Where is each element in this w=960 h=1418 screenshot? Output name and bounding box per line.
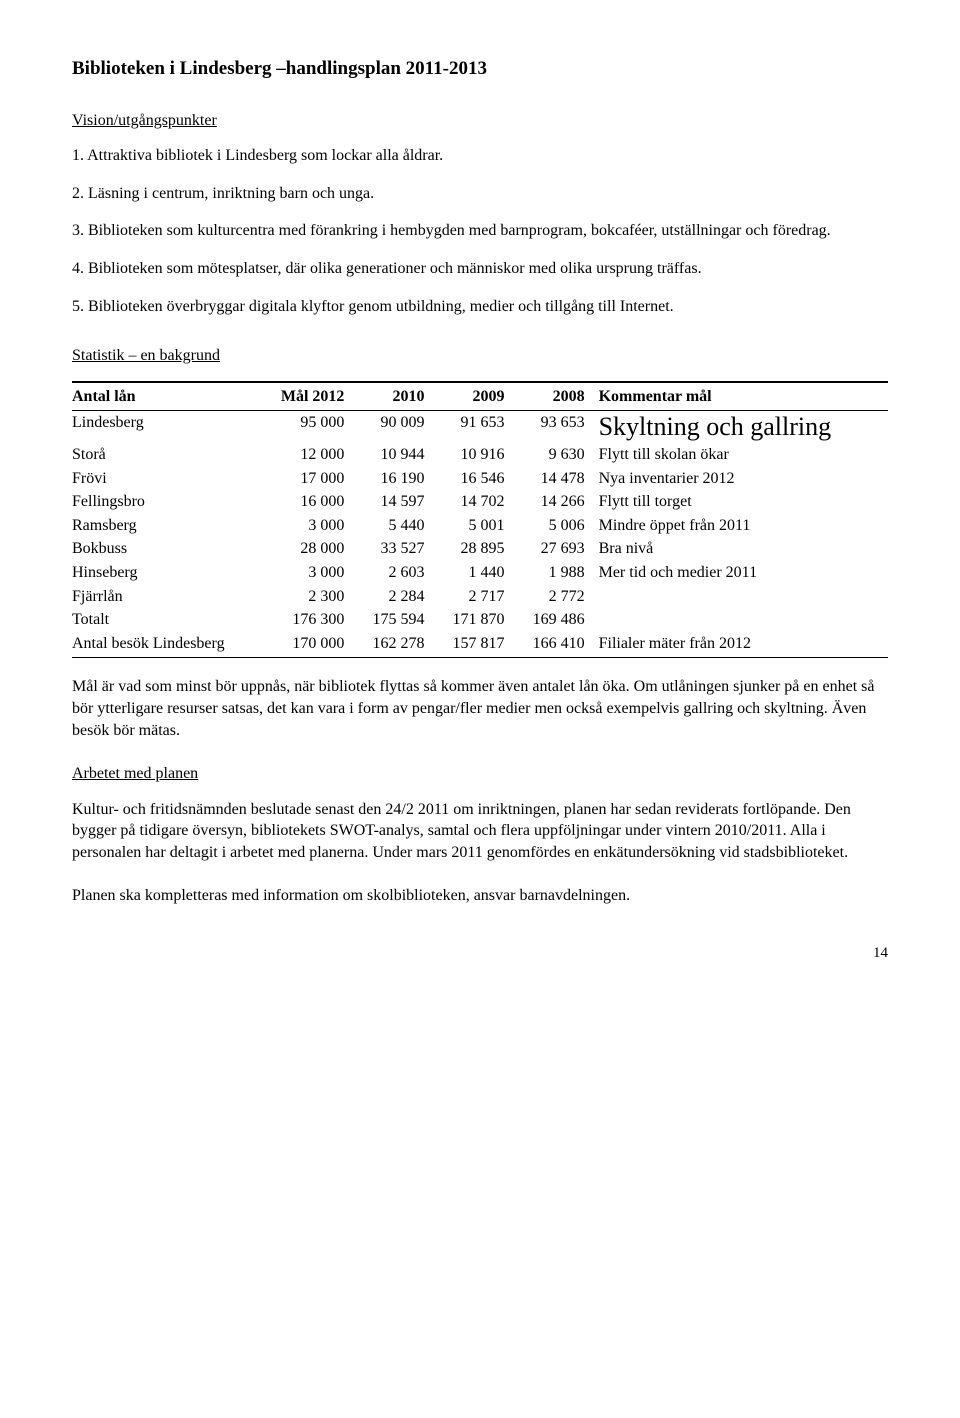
cell: 16 190 (358, 467, 438, 491)
row-label: Frövi (72, 467, 264, 491)
cell-comment (599, 608, 888, 632)
cell-comment: Flytt till torget (599, 490, 888, 514)
cell: 14 597 (358, 490, 438, 514)
cell: 5 006 (519, 514, 599, 538)
row-label: Antal besök Lindesberg (72, 632, 264, 658)
cell: 14 266 (519, 490, 599, 514)
cell: 171 870 (438, 608, 518, 632)
big-comment: Skyltning och gallring (599, 411, 888, 443)
cell: 162 278 (358, 632, 438, 658)
cell: 170 000 (264, 632, 358, 658)
table-row: Frövi 17 000 16 190 16 546 14 478 Nya in… (72, 467, 888, 491)
row-label: Fjärrlån (72, 585, 264, 609)
cell: 2 717 (438, 585, 518, 609)
cell: 12 000 (264, 443, 358, 467)
col-label: Antal lån (72, 382, 264, 411)
cell: 3 000 (264, 514, 358, 538)
cell: 169 486 (519, 608, 599, 632)
cell-comment (599, 585, 888, 609)
cell: 9 630 (519, 443, 599, 467)
col-2009: 2009 (438, 382, 518, 411)
table-header-row: Antal lån Mål 2012 2010 2009 2008 Kommen… (72, 382, 888, 411)
cell: 166 410 (519, 632, 599, 658)
stats-heading: Statistik – en bakgrund (72, 345, 888, 367)
cell: 1 440 (438, 561, 518, 585)
list-item: 2. Läsning i centrum, inriktning barn oc… (72, 183, 888, 205)
cell: 95 000 (264, 411, 358, 443)
cell-comment: Mindre öppet från 2011 (599, 514, 888, 538)
vision-list: 1. Attraktiva bibliotek i Lindesberg som… (72, 145, 888, 317)
cell: 91 653 (438, 411, 518, 443)
col-2010: 2010 (358, 382, 438, 411)
cell: 10 944 (358, 443, 438, 467)
list-item: 1. Attraktiva bibliotek i Lindesberg som… (72, 145, 888, 167)
row-label: Fellingsbro (72, 490, 264, 514)
cell: 17 000 (264, 467, 358, 491)
page-number: 14 (72, 943, 888, 963)
cell-comment: Bra nivå (599, 537, 888, 561)
cell: 16 000 (264, 490, 358, 514)
cell: 176 300 (264, 608, 358, 632)
cell: 2 772 (519, 585, 599, 609)
table-row: Fjärrlån 2 300 2 284 2 717 2 772 (72, 585, 888, 609)
row-label: Bokbuss (72, 537, 264, 561)
cell: 33 527 (358, 537, 438, 561)
cell: 28 895 (438, 537, 518, 561)
vision-heading: Vision/utgångspunkter (72, 110, 888, 132)
cell: 16 546 (438, 467, 518, 491)
cell: 157 817 (438, 632, 518, 658)
cell: 3 000 (264, 561, 358, 585)
row-label: Totalt (72, 608, 264, 632)
cell: 14 702 (438, 490, 518, 514)
work-heading: Arbetet med planen (72, 763, 888, 785)
row-label: Ramsberg (72, 514, 264, 538)
cell: 93 653 (519, 411, 599, 443)
goal-paragraph: Mål är vad som minst bör uppnås, när bib… (72, 676, 888, 741)
table-row: Bokbuss 28 000 33 527 28 895 27 693 Bra … (72, 537, 888, 561)
cell: 2 603 (358, 561, 438, 585)
row-label: Storå (72, 443, 264, 467)
cell: 28 000 (264, 537, 358, 561)
list-item: 4. Biblioteken som mötesplatser, där oli… (72, 258, 888, 280)
work-paragraph-2: Planen ska kompletteras med information … (72, 885, 888, 907)
cell: 2 300 (264, 585, 358, 609)
table-row: Totalt 176 300 175 594 171 870 169 486 (72, 608, 888, 632)
cell: 5 440 (358, 514, 438, 538)
work-paragraph-1: Kultur- och fritidsnämnden beslutade sen… (72, 799, 888, 864)
cell-comment: Filialer mäter från 2012 (599, 632, 888, 658)
col-2008: 2008 (519, 382, 599, 411)
table-row: Ramsberg 3 000 5 440 5 001 5 006 Mindre … (72, 514, 888, 538)
cell: 5 001 (438, 514, 518, 538)
cell: 1 988 (519, 561, 599, 585)
table-row: Lindesberg 95 000 90 009 91 653 93 653 S… (72, 411, 888, 443)
cell: 2 284 (358, 585, 438, 609)
table-row: Hinseberg 3 000 2 603 1 440 1 988 Mer ti… (72, 561, 888, 585)
row-label: Hinseberg (72, 561, 264, 585)
cell: 10 916 (438, 443, 518, 467)
cell-comment: Flytt till skolan ökar (599, 443, 888, 467)
table-row: Fellingsbro 16 000 14 597 14 702 14 266 … (72, 490, 888, 514)
cell: 90 009 (358, 411, 438, 443)
cell: 27 693 (519, 537, 599, 561)
stats-table: Antal lån Mål 2012 2010 2009 2008 Kommen… (72, 381, 888, 659)
cell: 14 478 (519, 467, 599, 491)
table-row: Antal besök Lindesberg 170 000 162 278 1… (72, 632, 888, 658)
list-item: 3. Biblioteken som kulturcentra med föra… (72, 220, 888, 242)
col-goal: Mål 2012 (264, 382, 358, 411)
cell-comment: Nya inventarier 2012 (599, 467, 888, 491)
page-title: Biblioteken i Lindesberg –handlingsplan … (72, 56, 888, 82)
cell: 175 594 (358, 608, 438, 632)
list-item: 5. Biblioteken överbryggar digitala klyf… (72, 296, 888, 318)
table-row: Storå 12 000 10 944 10 916 9 630 Flytt t… (72, 443, 888, 467)
row-label: Lindesberg (72, 411, 264, 443)
cell-comment: Mer tid och medier 2011 (599, 561, 888, 585)
col-comment: Kommentar mål (599, 382, 888, 411)
